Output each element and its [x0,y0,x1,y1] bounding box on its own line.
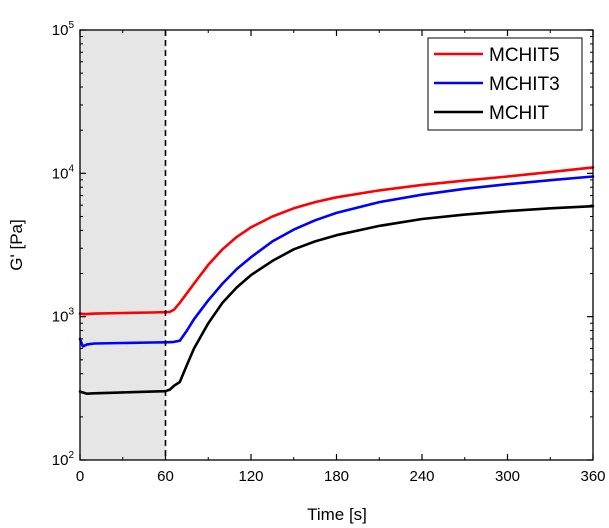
x-axis-title: Time [s] [307,505,367,524]
x-tick-label: 0 [76,468,84,485]
y-tick-label: 104 [52,163,75,182]
y-tick-base: 10 [52,165,69,182]
series-line-mchit5 [78,166,595,316]
plot-border [79,29,594,461]
legend-label: MCHIT [489,103,550,124]
y-tick-exponent: 5 [68,20,74,31]
x-tick-label: 300 [495,468,520,485]
y-tick-base: 10 [52,309,69,326]
series-lines [78,30,595,460]
legend-label: MCHIT3 [489,74,560,95]
legend: MCHIT5 MCHIT3 MCHIT [427,37,583,131]
y-tick-exponent: 3 [68,307,74,318]
x-tick-label: 180 [324,468,349,485]
y-axis-title: G' [Pa] [7,219,26,270]
series-line-mchit3 [78,175,595,348]
y-tick-exponent: 4 [68,163,74,174]
y-tick-base: 10 [52,22,69,39]
series-line-mchit [78,204,595,396]
legend-label: MCHIT5 [489,45,560,66]
y-tick-exponent: 2 [68,450,74,461]
plot-background [80,30,166,460]
x-tick-label: 120 [238,468,263,485]
x-tick-label: 60 [157,468,174,485]
y-tick-label: 102 [52,450,75,469]
y-tick-label: 103 [52,307,75,326]
x-tick-label: 360 [580,468,605,485]
y-tick-base: 10 [52,452,69,469]
shaded-region [80,30,166,460]
plot-frame [79,29,594,461]
y-tick-label: 105 [52,20,75,39]
x-tick-label: 240 [409,468,434,485]
